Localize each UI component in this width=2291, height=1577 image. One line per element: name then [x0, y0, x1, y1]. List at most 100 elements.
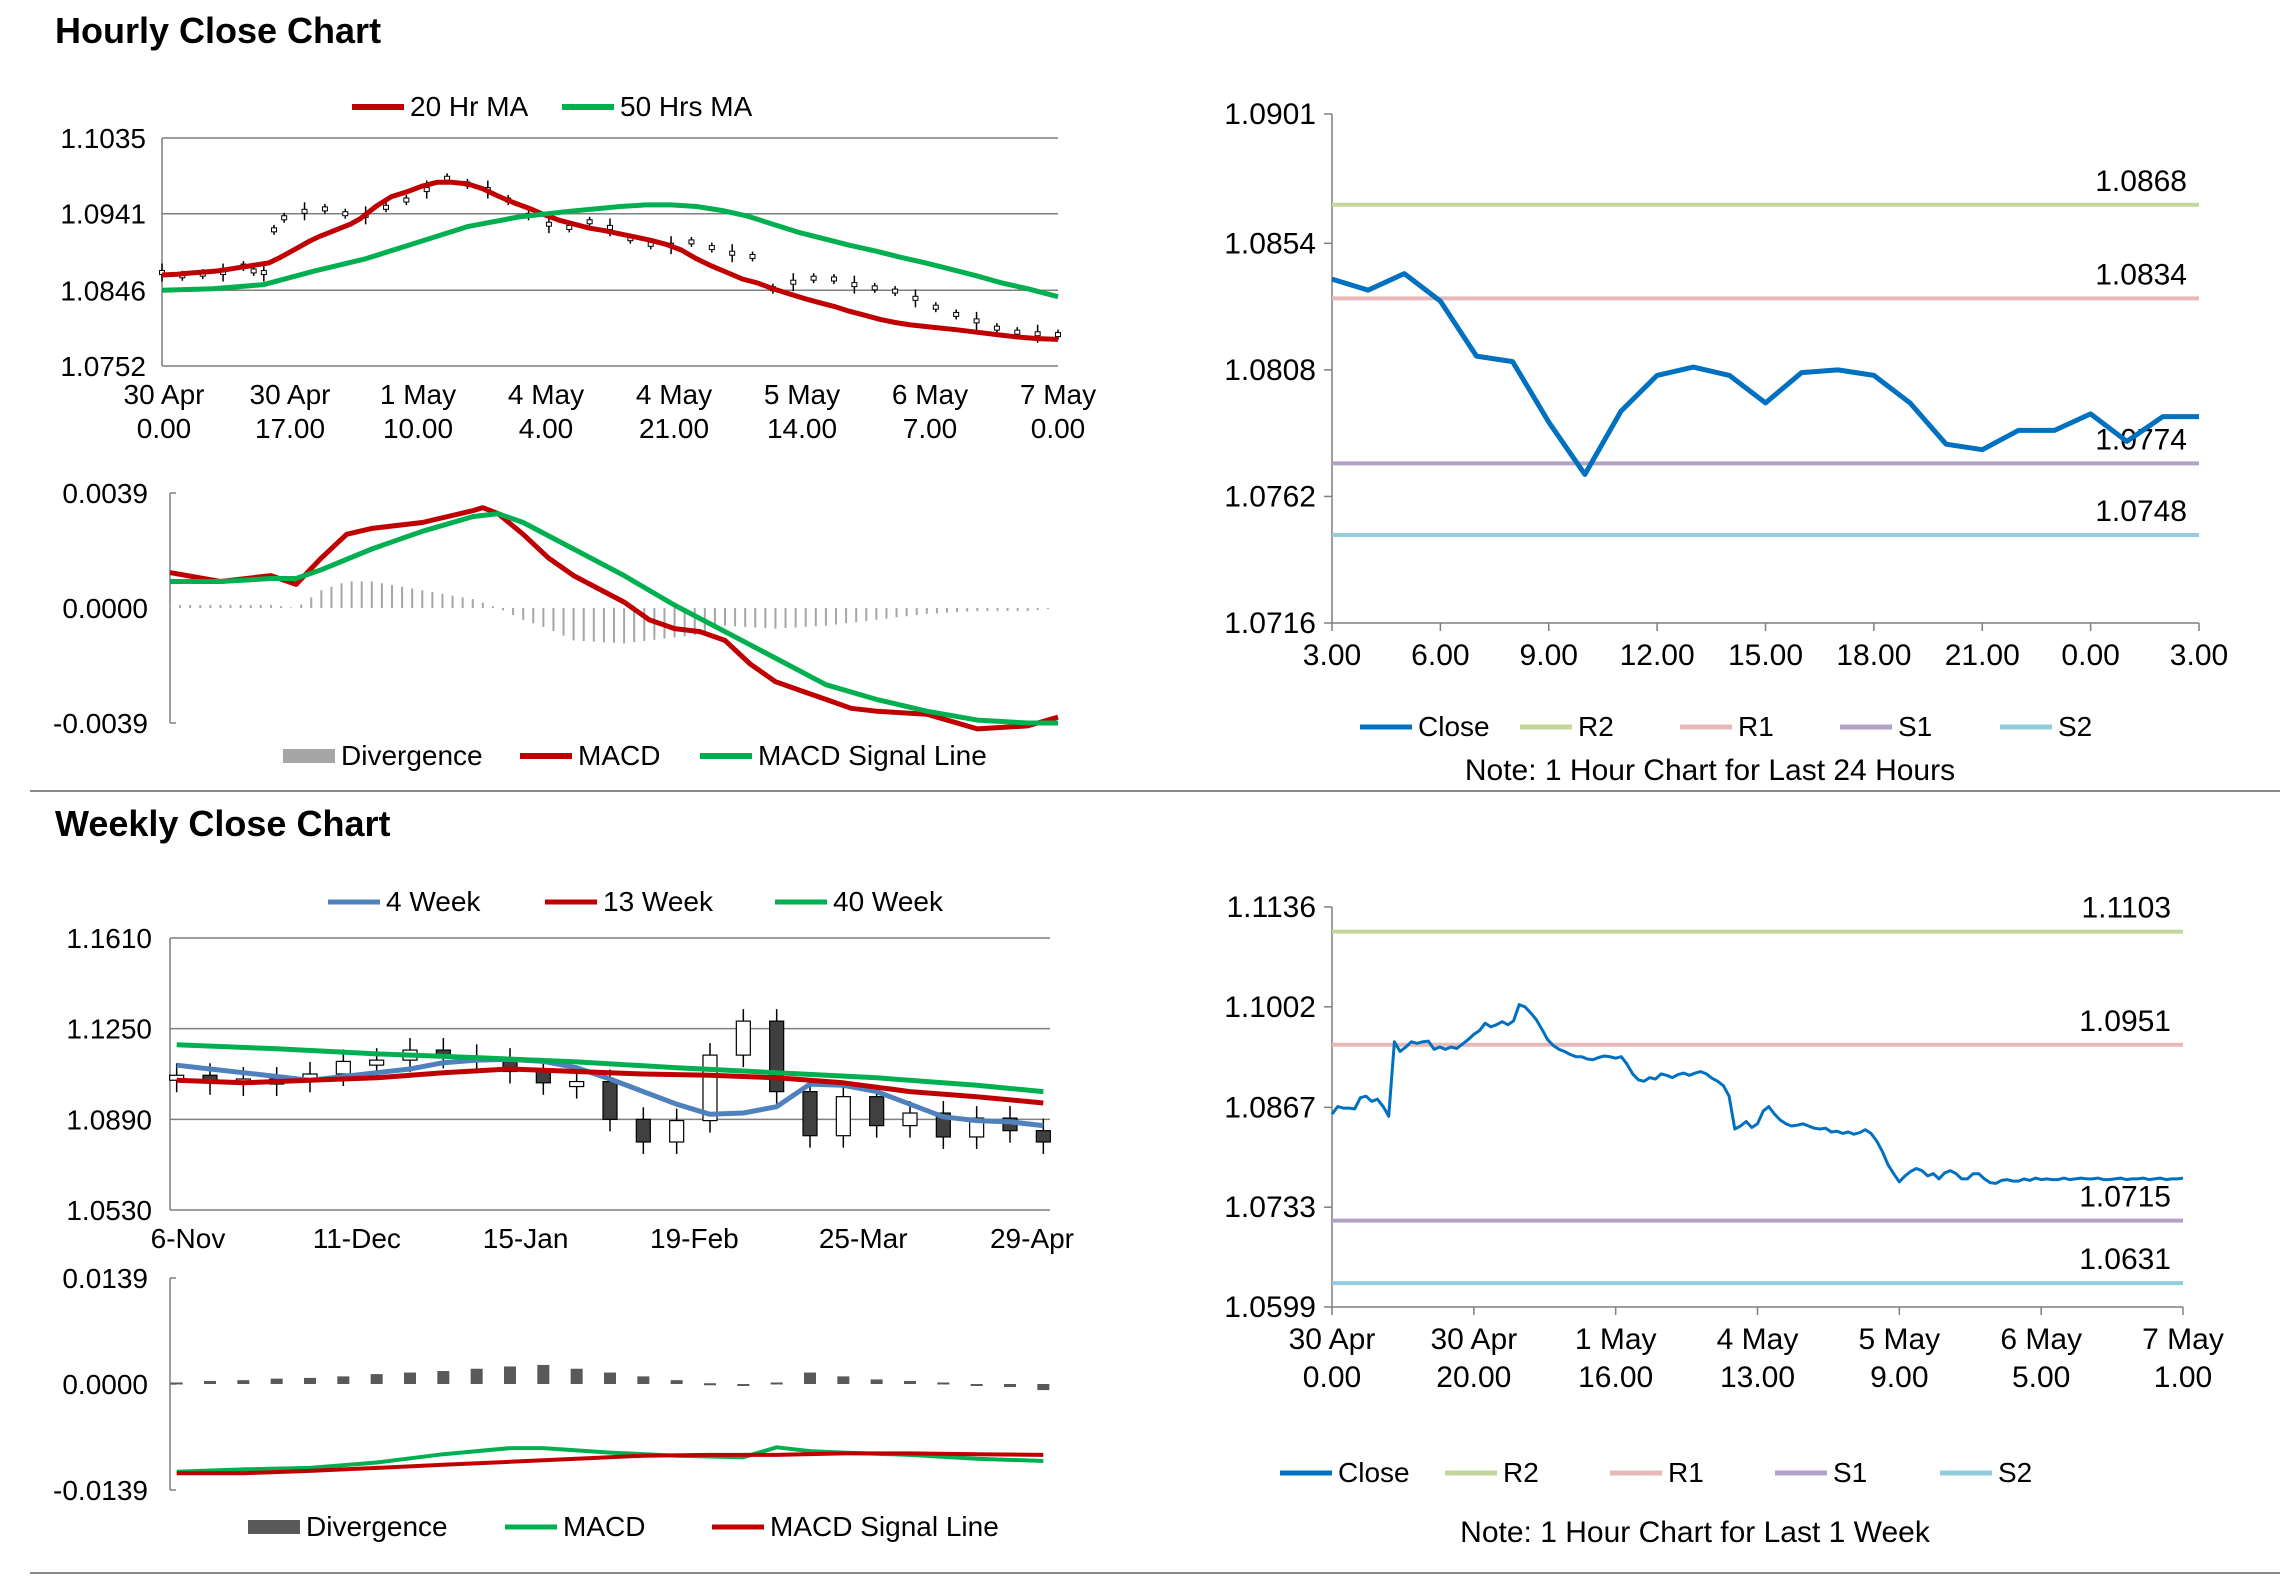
chart-note: Note: 1 Hour Chart for Last 1 Week	[1460, 1516, 1931, 1549]
legend-divergence-label: Divergence	[306, 1511, 448, 1542]
candle-body	[545, 221, 552, 227]
candle-body	[1014, 329, 1021, 335]
divergence-bar	[604, 1372, 616, 1384]
level-label-s2: 1.0631	[2079, 1243, 2171, 1276]
series-20-hr-ma	[161, 179, 1059, 342]
candle-body	[423, 187, 430, 193]
divergence-bar	[670, 1380, 683, 1384]
legend-macd-label: MACD	[563, 1511, 645, 1542]
y-tick-label: 1.0530	[66, 1195, 152, 1226]
candle-body	[953, 311, 960, 317]
x-tick-time: 0.00	[137, 413, 192, 444]
legend-close-label: Close	[1418, 711, 1490, 742]
candle-body	[569, 1080, 585, 1088]
legend-20hr-ma-label: 20 Hr MA	[410, 91, 529, 122]
x-tick-time: 10.00	[383, 413, 453, 444]
candle-body	[321, 206, 328, 212]
x-tick-date: 6 May	[2000, 1323, 2082, 1356]
candle-body	[1035, 1130, 1051, 1143]
candle-body	[912, 295, 919, 301]
series-close	[1331, 271, 2199, 477]
candle-body	[301, 208, 308, 214]
level-label-r2: 1.0868	[2095, 165, 2187, 198]
y-tick-label: 1.0716	[1224, 607, 1316, 640]
y-tick-label: 1.0808	[1224, 354, 1316, 387]
candle-body	[342, 211, 349, 217]
x-tick-time: 5.00	[2012, 1361, 2070, 1394]
x-tick-time: 21.00	[639, 413, 709, 444]
y-tick-label: 1.0733	[1224, 1191, 1316, 1224]
candle-body	[335, 1060, 351, 1075]
candle-body	[892, 288, 899, 294]
series-40-week	[176, 1042, 1044, 1095]
candle-body	[993, 325, 1000, 331]
x-tick-time: 14.00	[767, 413, 837, 444]
x-tick-label: 3.00	[2170, 639, 2228, 672]
candle-body	[810, 275, 817, 281]
divergence-bar	[270, 1378, 283, 1384]
level-label-s2: 1.0748	[2095, 495, 2187, 528]
legend-close-label: Close	[1338, 1457, 1410, 1488]
y-tick-label: 0.0039	[62, 478, 148, 509]
candle-body	[932, 304, 939, 310]
x-tick-label: 6-Nov	[151, 1223, 226, 1254]
divergence-bar	[204, 1380, 216, 1384]
series-13-week	[176, 1066, 1044, 1106]
divergence-bar	[304, 1377, 316, 1384]
candle-body	[602, 1080, 618, 1120]
x-tick-label: 15.00	[1728, 639, 1803, 672]
y-tick-label: 1.0599	[1224, 1291, 1316, 1324]
x-tick-date: 30 Apr	[1289, 1323, 1376, 1356]
divergence-bar	[1004, 1384, 1016, 1388]
candle-body	[749, 253, 756, 259]
candle-body	[902, 1112, 918, 1127]
x-tick-label: 6.00	[1411, 639, 1469, 672]
divergence-bar	[870, 1379, 883, 1384]
y-tick-label: 1.0854	[1224, 227, 1316, 260]
legend-r2-label: R2	[1503, 1457, 1539, 1488]
legend-r1-label: R1	[1668, 1457, 1704, 1488]
candle-body	[790, 279, 797, 285]
divergence-bar	[904, 1380, 916, 1384]
y-tick-label: 0.0000	[62, 1369, 148, 1400]
y-tick-label: 0.0000	[62, 593, 148, 624]
series-close	[1330, 1003, 2184, 1185]
candle-body	[735, 1020, 751, 1056]
x-tick-date: 30 Apr	[124, 379, 205, 410]
series-macd	[176, 1445, 1044, 1474]
x-tick-label: 19-Feb	[650, 1223, 739, 1254]
weekly-macd-chart: 0.0139 0.0000 -0.0139 Divergence MACD MACD Si…	[53, 1263, 1050, 1542]
divergence-bar	[370, 1374, 383, 1384]
level-label-r1: 1.0951	[2079, 1005, 2171, 1038]
candle-body	[708, 245, 715, 251]
x-tick-date: 4 May	[636, 379, 712, 410]
y-tick-label: 1.1136	[1226, 891, 1316, 924]
hourly-section-title: Hourly Close Chart	[55, 10, 382, 51]
x-tick-time: 1.00	[2154, 1361, 2212, 1394]
divergence-bar	[404, 1372, 416, 1384]
chart-note: Note: 1 Hour Chart for Last 24 Hours	[1465, 754, 1955, 787]
x-tick-label: 29-Apr	[990, 1223, 1074, 1254]
candle-body	[729, 250, 736, 256]
legend-s1-label: S1	[1833, 1457, 1867, 1488]
divergence-bar	[437, 1371, 450, 1384]
x-tick-label: 9.00	[1520, 639, 1578, 672]
y-tick-label: 1.0941	[60, 199, 146, 230]
section-divider-bottom	[30, 1572, 2280, 1574]
x-tick-date: 5 May	[1858, 1323, 1940, 1356]
x-tick-time: 20.00	[1436, 1361, 1511, 1394]
divergence-bar	[937, 1382, 950, 1385]
divergence-bar	[1037, 1384, 1050, 1391]
x-tick-date: 30 Apr	[250, 379, 331, 410]
candle-body	[1055, 332, 1061, 338]
x-tick-time: 4.00	[519, 413, 574, 444]
legend-4-week-label: 4 Week	[386, 886, 481, 917]
candle-body	[271, 227, 277, 233]
x-tick-time: 17.00	[255, 413, 325, 444]
candle-body	[566, 224, 573, 230]
legend-13-week-label: 13 Week	[603, 886, 714, 917]
level-label-s1: 1.0715	[2079, 1181, 2171, 1214]
level-label-r2: 1.1103	[2081, 892, 2171, 925]
divergence-bar	[970, 1384, 983, 1386]
